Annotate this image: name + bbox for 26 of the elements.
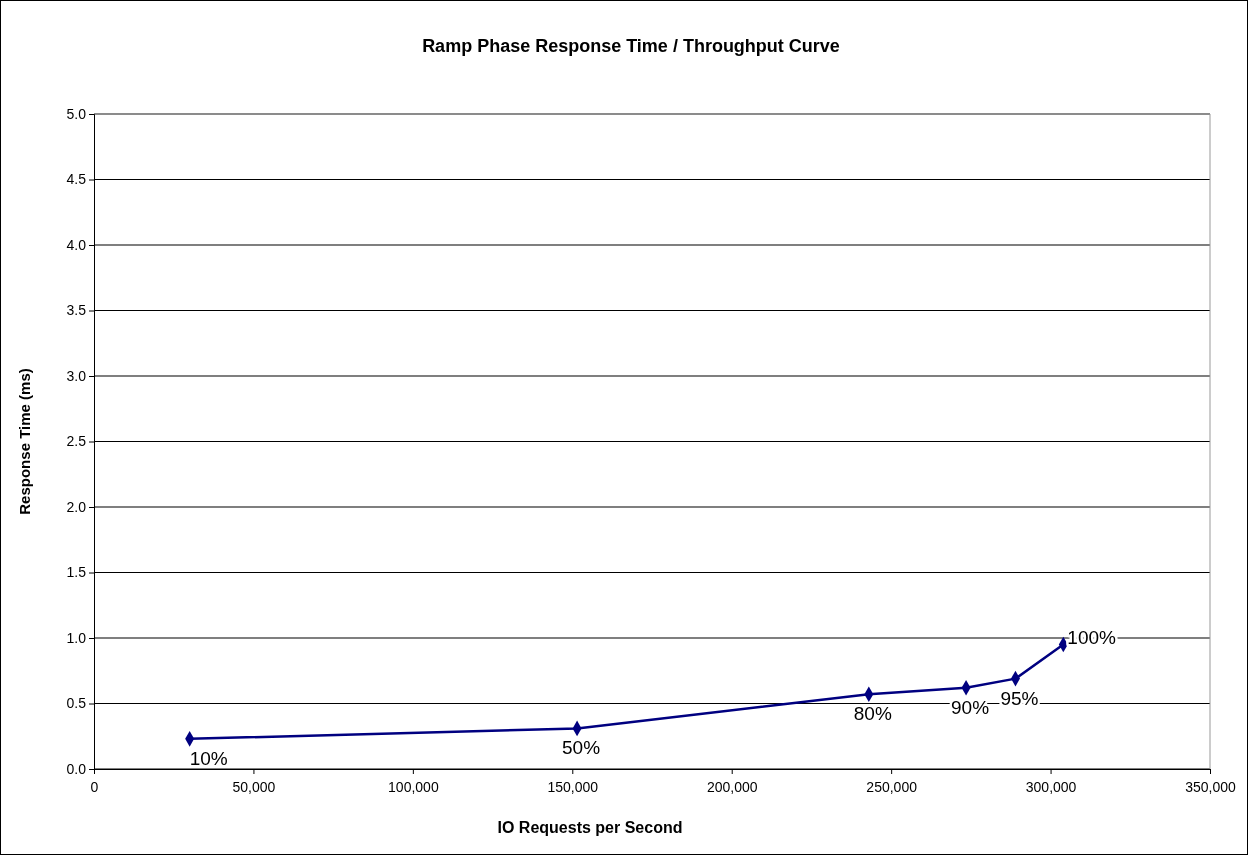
x-axis-title: IO Requests per Second xyxy=(497,819,683,836)
x-tick-label: 250,000 xyxy=(866,779,918,796)
y-tick-label: 3.0 xyxy=(66,367,87,384)
y-tick-label: 1.0 xyxy=(66,629,87,646)
annotation: 80% xyxy=(853,703,892,725)
y-tick-label: 3.5 xyxy=(66,302,87,319)
y-tick-label: 0.5 xyxy=(66,695,87,712)
y-axis-title: Response Time (ms) xyxy=(16,368,33,515)
y-tick-label: 0.0 xyxy=(66,760,87,777)
y-tick-label: 1.5 xyxy=(66,564,87,581)
x-tick-label: 350,000 xyxy=(1185,779,1237,796)
x-tick-label: 200,000 xyxy=(706,779,758,796)
chart-title: Ramp Phase Response Time / Throughput Curve xyxy=(422,36,840,56)
y-tick-label: 4.5 xyxy=(66,171,87,188)
y-tick-label: 4.0 xyxy=(66,236,87,253)
x-tick-label: 150,000 xyxy=(547,779,599,796)
annotation: 10% xyxy=(189,747,228,769)
annotation: 50% xyxy=(562,737,601,759)
x-tick-label: 0 xyxy=(90,779,99,796)
x-tick-label: 100,000 xyxy=(388,779,439,796)
y-tick-label: 2.0 xyxy=(66,498,87,515)
annotation: 100% xyxy=(1067,626,1117,648)
y-tick-label: 2.5 xyxy=(66,433,87,450)
x-tick-label: 50,000 xyxy=(232,779,276,796)
y-tick-label: 5.0 xyxy=(66,105,87,122)
x-tick-label: 300,000 xyxy=(1025,779,1077,796)
